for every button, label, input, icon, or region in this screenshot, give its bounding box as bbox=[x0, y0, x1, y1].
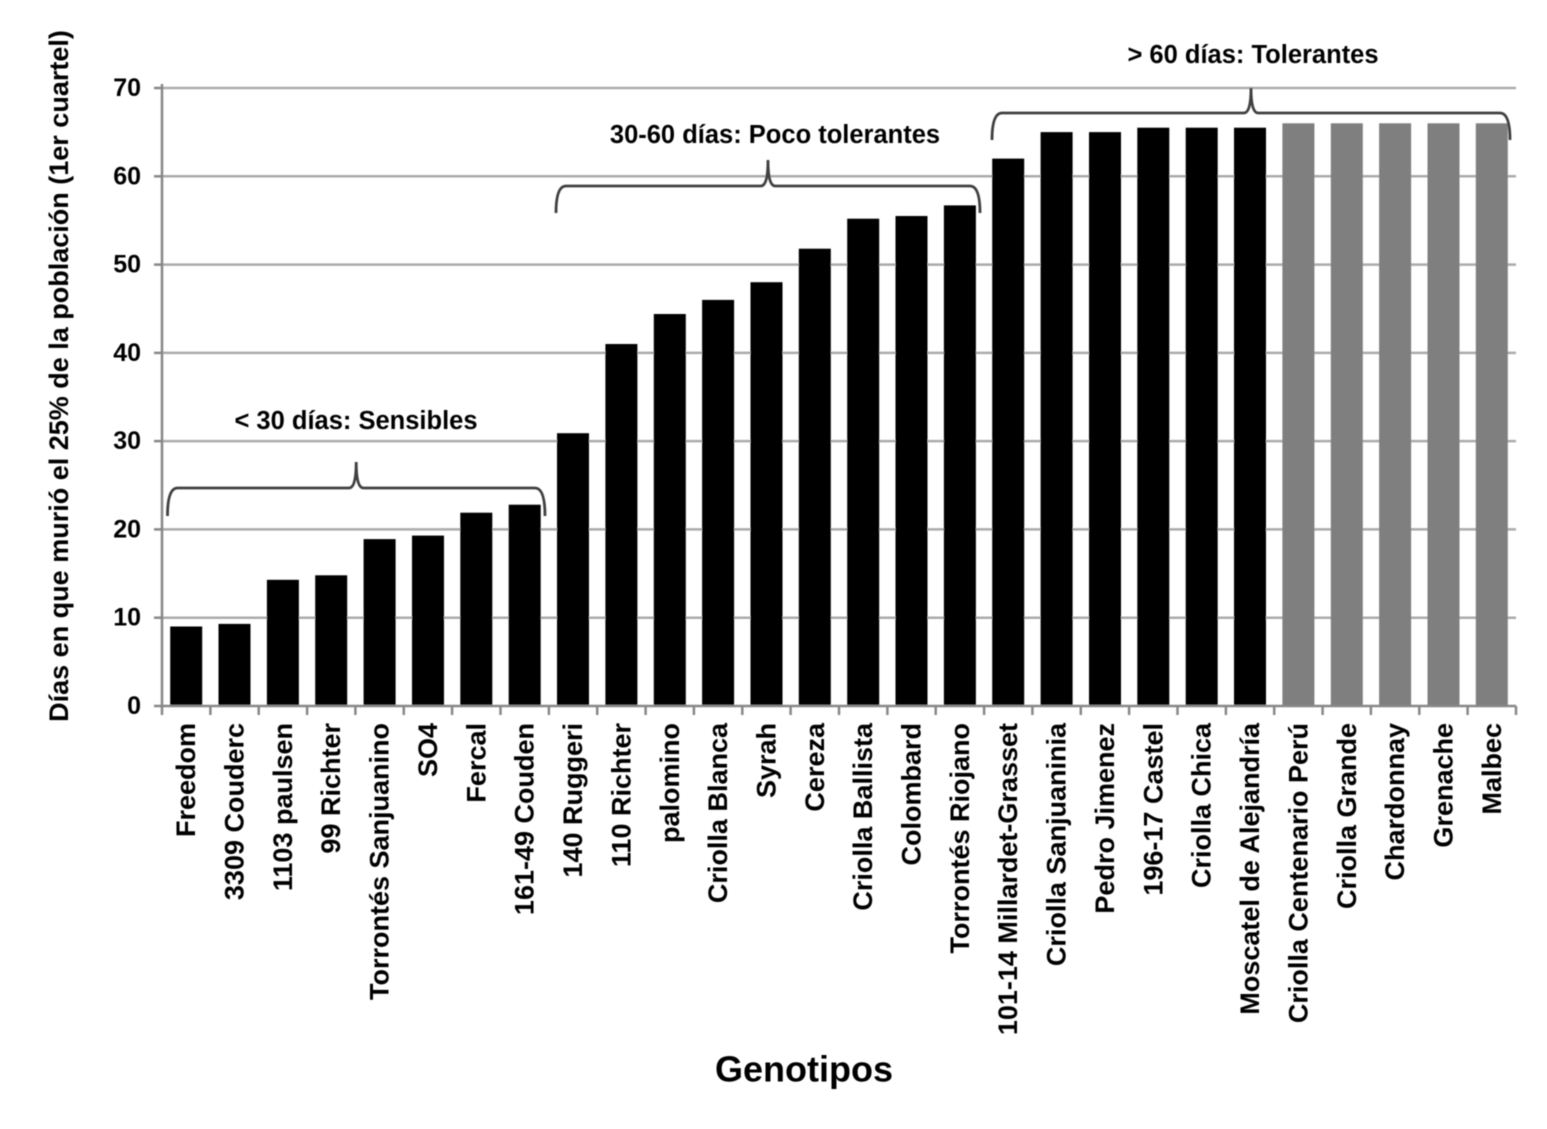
svg-text:3309 Couderc: 3309 Couderc bbox=[220, 723, 250, 900]
svg-text:Fercal: Fercal bbox=[461, 723, 491, 803]
svg-text:Moscatel de Alejandría: Moscatel de Alejandría bbox=[1235, 722, 1265, 1015]
svg-text:161-49 Couden: 161-49 Couden bbox=[510, 723, 540, 915]
svg-text:Criolla Ballista: Criolla Ballista bbox=[848, 722, 878, 911]
svg-text:Syrah: Syrah bbox=[752, 723, 782, 798]
svg-text:Criolla Chica: Criolla Chica bbox=[1187, 722, 1217, 888]
svg-text:40: 40 bbox=[113, 339, 141, 367]
svg-text:Días en que murió el 25% de la: Días en que murió el 25% de la población… bbox=[44, 30, 74, 722]
svg-text:196-17 Castel: 196-17 Castel bbox=[1138, 723, 1168, 896]
svg-text:20: 20 bbox=[113, 515, 141, 543]
svg-text:0: 0 bbox=[127, 692, 141, 720]
svg-text:Torrontés Riojano: Torrontés Riojano bbox=[945, 723, 975, 954]
svg-text:Criolla Grande: Criolla Grande bbox=[1332, 723, 1362, 909]
svg-text:SO4: SO4 bbox=[413, 723, 443, 777]
svg-text:Criolla Centenario Perú: Criolla Centenario Perú bbox=[1283, 723, 1313, 1023]
svg-text:Colombard: Colombard bbox=[897, 723, 927, 866]
svg-text:Criolla Sanjuaninia: Criolla Sanjuaninia bbox=[1042, 722, 1072, 966]
svg-text:1103 paulsen: 1103 paulsen bbox=[268, 723, 298, 891]
svg-text:< 30 días: Sensibles: < 30 días: Sensibles bbox=[234, 407, 477, 435]
svg-text:10: 10 bbox=[113, 604, 141, 632]
svg-text:Torrontés Sanjuanino: Torrontés Sanjuanino bbox=[365, 723, 395, 1000]
svg-text:30-60 días: Poco tolerantes: 30-60 días: Poco tolerantes bbox=[610, 121, 940, 149]
svg-text:60: 60 bbox=[113, 162, 141, 190]
svg-text:110 Richter: 110 Richter bbox=[606, 723, 636, 868]
svg-text:Grenache: Grenache bbox=[1429, 723, 1459, 848]
svg-text:> 60 días: Tolerantes: > 60 días: Tolerantes bbox=[1127, 41, 1378, 69]
svg-text:70: 70 bbox=[113, 74, 141, 102]
svg-text:Pedro Jimenez: Pedro Jimenez bbox=[1090, 723, 1120, 914]
svg-text:palomino: palomino bbox=[655, 723, 685, 843]
svg-text:Cereza: Cereza bbox=[800, 722, 830, 812]
svg-text:Criolla Blanca: Criolla Blanca bbox=[703, 722, 733, 903]
svg-text:Malbec: Malbec bbox=[1477, 723, 1507, 815]
svg-text:99 Richter: 99 Richter bbox=[316, 723, 346, 854]
svg-text:30: 30 bbox=[113, 427, 141, 455]
svg-text:140 Ruggeri: 140 Ruggeri bbox=[558, 723, 588, 878]
svg-text:Freedom: Freedom bbox=[171, 723, 201, 837]
svg-text:101-14 Millardet-Grasset: 101-14 Millardet-Grasset bbox=[993, 723, 1023, 1035]
svg-text:Genotipos: Genotipos bbox=[715, 1049, 893, 1090]
svg-text:Chardonnay: Chardonnay bbox=[1380, 723, 1410, 881]
svg-text:50: 50 bbox=[113, 251, 141, 279]
